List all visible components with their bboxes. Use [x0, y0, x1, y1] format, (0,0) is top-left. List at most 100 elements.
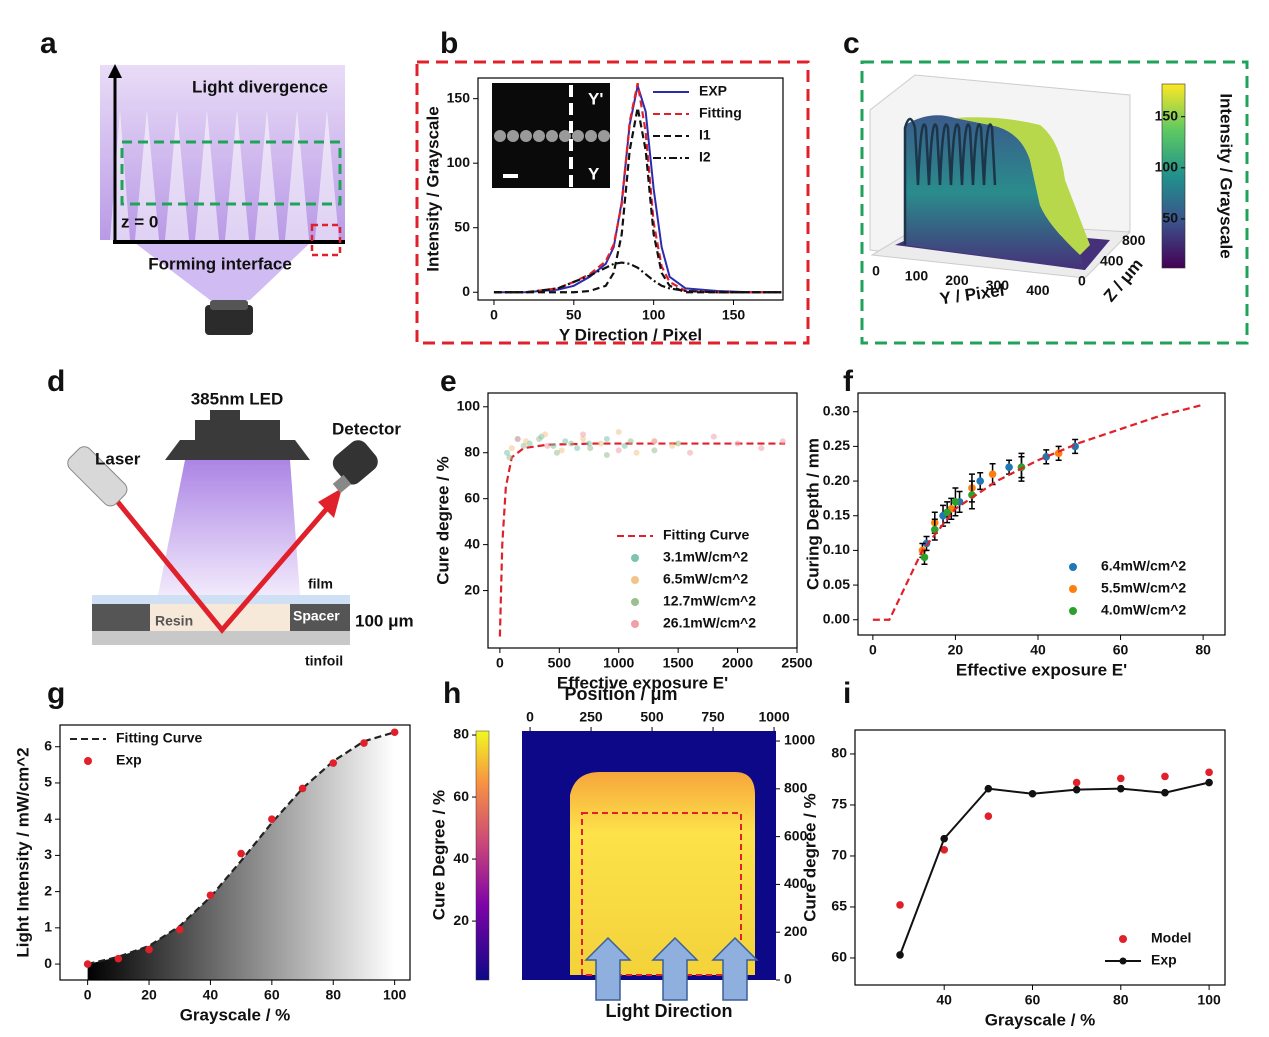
uv-beam — [158, 460, 300, 595]
spacer-right — [290, 604, 350, 631]
point — [669, 442, 676, 449]
x-tick-label: 0 — [872, 263, 880, 279]
point — [114, 954, 123, 963]
point — [508, 445, 515, 452]
x-tick-label: 60 — [264, 987, 280, 1003]
legend-label: Exp — [116, 752, 142, 768]
point — [268, 815, 276, 823]
point — [1005, 463, 1013, 471]
colorbar-tick-label: 50 — [1162, 210, 1178, 226]
legend-label: 5.5mW/cm^2 — [1101, 580, 1186, 596]
panel-letter: a — [40, 27, 57, 60]
y-tick-label: 60 — [464, 489, 480, 505]
legend-label: EXP — [699, 83, 727, 99]
x-tick-label: 1000 — [603, 655, 634, 671]
point — [568, 440, 575, 447]
y-tick-label: 60 — [831, 949, 847, 965]
point — [237, 849, 245, 858]
point — [506, 454, 513, 461]
y-axis-label: Cure degree / % — [433, 456, 452, 585]
plot-frame — [477, 77, 784, 301]
legend-swatch — [1119, 935, 1127, 943]
y-tick-label: 400 — [1100, 252, 1124, 268]
point — [651, 438, 658, 445]
y-tick-label: 100 — [447, 154, 471, 170]
laser-device — [67, 446, 128, 507]
panel-letter: i — [843, 677, 851, 710]
point — [562, 438, 569, 445]
point — [734, 440, 741, 447]
point — [621, 442, 628, 449]
spacer-left — [92, 604, 150, 631]
y-tick-label: 0.00 — [823, 610, 850, 626]
plot-frame — [59, 724, 411, 981]
y-axis-label: Light Intensity / mW/cm^2 — [13, 747, 32, 957]
plot-frame — [487, 392, 798, 649]
led-top — [210, 410, 240, 422]
colorbar-tick-label: 60 — [453, 788, 469, 804]
y-tick-label: 0.30 — [823, 402, 850, 418]
y-tick-label: 800 — [1122, 232, 1146, 248]
label: Laser — [95, 449, 141, 468]
point — [675, 440, 682, 447]
point — [943, 508, 951, 517]
plot-frame — [857, 392, 1226, 636]
colorbar-label: Intensity / Grayscale — [1217, 93, 1236, 258]
light-cone — [135, 243, 310, 300]
point — [615, 447, 622, 454]
inset-image: Y' Y — [492, 83, 610, 188]
legend-swatch — [1069, 563, 1077, 571]
point — [586, 440, 593, 447]
surface-3d — [869, 74, 1185, 279]
panel-letter: f — [843, 365, 854, 398]
y-tick-label: 0.25 — [823, 437, 850, 453]
led-base — [165, 440, 310, 460]
surface-ridge — [903, 117, 997, 245]
y-tick-label: 400 — [784, 875, 808, 891]
point — [1161, 772, 1169, 781]
legend-label: Model — [1151, 930, 1191, 946]
x-tick-label: 2000 — [722, 655, 753, 671]
point — [523, 438, 530, 445]
z-arrow — [108, 64, 122, 78]
y-tick-label: 0.15 — [823, 506, 850, 522]
plot-frame — [854, 729, 1226, 986]
legend-swatch — [631, 576, 639, 584]
y-tick-label: 50 — [454, 218, 470, 234]
x-axis-label: Effective exposure E' — [956, 660, 1127, 679]
legend-swatch — [631, 554, 639, 562]
point — [603, 435, 610, 442]
point — [1205, 778, 1213, 787]
panel-letter: c — [843, 27, 860, 60]
legend-swatch — [631, 620, 639, 628]
point — [1205, 768, 1213, 777]
point — [206, 891, 215, 900]
point — [558, 447, 565, 454]
y-tick-label: 0.10 — [823, 541, 850, 557]
colorbar — [475, 730, 490, 981]
light-field — [100, 65, 345, 240]
tinfoil-layer — [92, 631, 350, 645]
point — [175, 925, 184, 934]
point — [587, 445, 594, 452]
label: Resin — [155, 613, 193, 629]
point — [896, 901, 904, 909]
point — [758, 445, 765, 452]
x-tick-label: 40 — [1030, 642, 1046, 658]
point — [710, 433, 717, 440]
x-tick-label: 60 — [1113, 642, 1129, 658]
x-tick-label: 100 — [642, 307, 666, 323]
laser-path — [106, 488, 332, 634]
x-tick-label: 0 — [84, 987, 92, 1003]
panel-letter: h — [443, 677, 461, 710]
panel-letter: b — [440, 27, 458, 60]
x-tick-label: 150 — [722, 307, 746, 323]
x-tick-label: 100 — [1197, 992, 1221, 1008]
annotation: Light Direction — [606, 1001, 733, 1021]
x-tick-label: 60 — [1025, 992, 1041, 1008]
colorbar-tick-label: 20 — [453, 912, 469, 928]
label: Detector — [332, 419, 401, 438]
point — [1072, 785, 1081, 794]
y-tick-label: 1000 — [784, 732, 815, 748]
